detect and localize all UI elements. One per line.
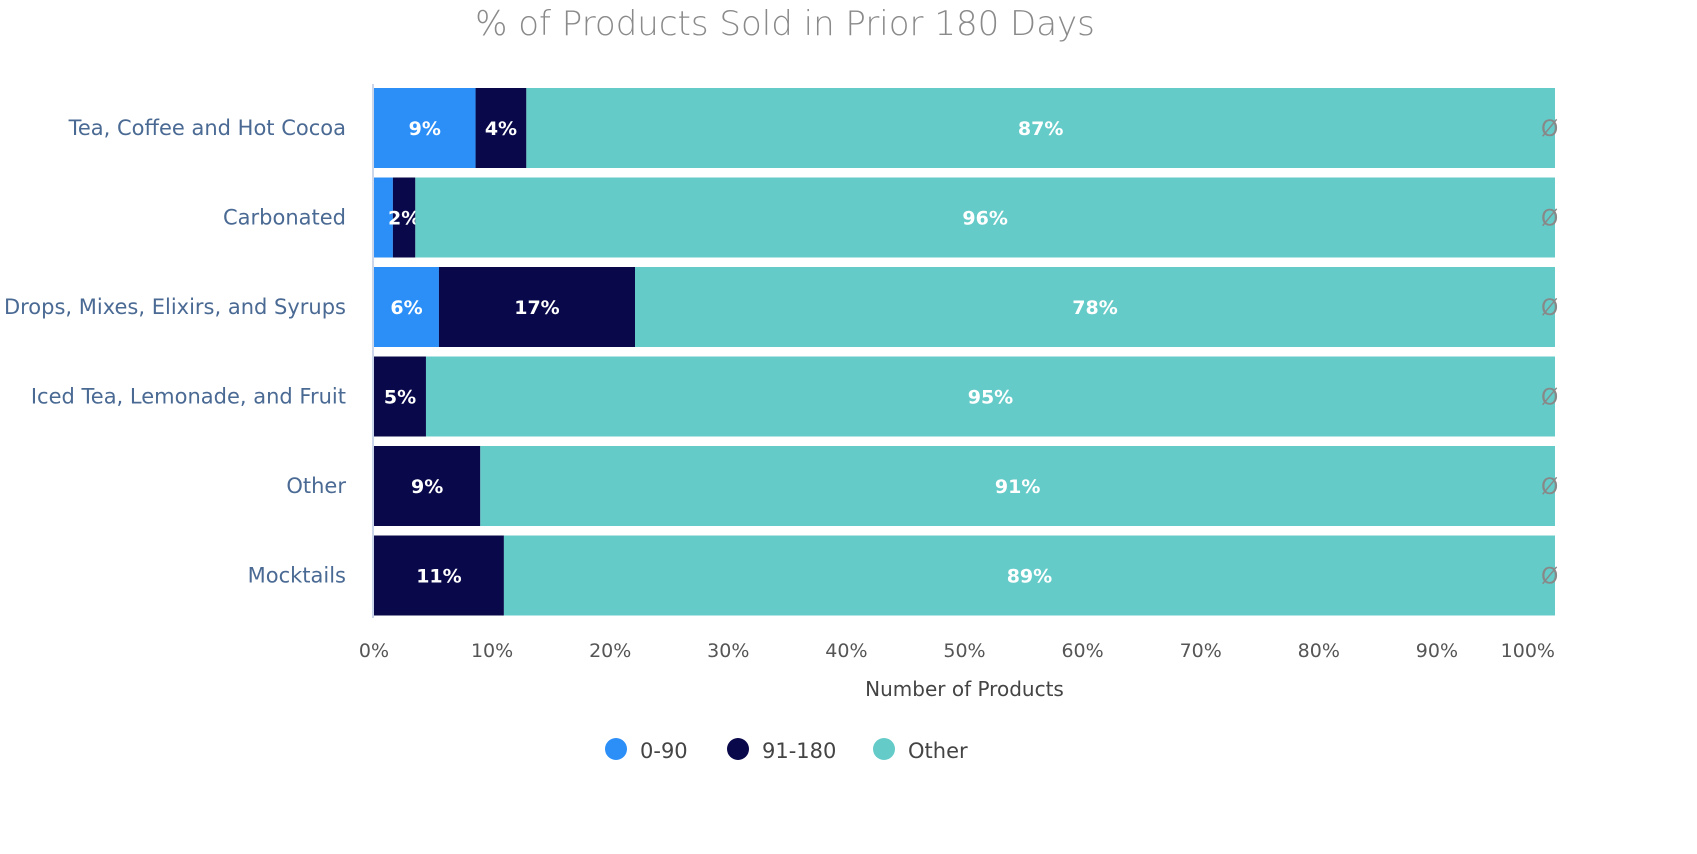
bar-segment-other xyxy=(526,88,1555,168)
legend-item-label: 0-90 xyxy=(640,739,688,763)
data-label: 4% xyxy=(485,118,517,140)
category-label: Iced Tea, Lemonade, and Fruit xyxy=(31,385,346,409)
bar-segment-0-90 xyxy=(374,267,439,347)
bar-segment-91-180 xyxy=(374,446,481,526)
category-label: Carbonated xyxy=(223,206,346,230)
x-tick-label: 40% xyxy=(825,640,867,662)
bar-segment-other xyxy=(425,356,1555,437)
bar-segment-other xyxy=(635,267,1555,347)
data-label: 89% xyxy=(1007,566,1052,588)
bar-segment-0-90 xyxy=(374,88,476,168)
x-tick-label: 20% xyxy=(589,640,631,662)
data-label: 11% xyxy=(416,566,461,588)
x-tick-label: 70% xyxy=(1180,640,1222,662)
legend-item-label: 91-180 xyxy=(762,739,836,763)
category-label: Tea, Coffee and Hot Cocoa xyxy=(68,116,346,140)
bar-segment-91-180 xyxy=(374,356,426,437)
data-label: 87% xyxy=(1018,118,1063,140)
data-label: 96% xyxy=(962,208,1007,230)
null-marker: Ø xyxy=(1541,475,1558,500)
data-label: 2% xyxy=(388,208,420,230)
bar-segment-91-180 xyxy=(374,535,504,616)
x-tick-label: 50% xyxy=(943,640,985,662)
bar-segment-91-180 xyxy=(438,267,636,347)
x-tick-label: 60% xyxy=(1061,640,1103,662)
data-label: 78% xyxy=(1072,297,1117,319)
data-label: 17% xyxy=(514,297,559,319)
x-tick-label: 100% xyxy=(1501,640,1555,662)
category-label: Drops, Mixes, Elixirs, and Syrups xyxy=(4,295,346,319)
chart-title: % of Products Sold in Prior 180 Days xyxy=(475,4,1095,44)
legend-item-label: Other xyxy=(908,739,968,763)
legend-marker xyxy=(873,738,895,760)
legend-marker xyxy=(727,738,749,760)
x-tick-label: 0% xyxy=(359,640,389,662)
x-axis-title: Number of Products xyxy=(865,677,1064,701)
data-label: 6% xyxy=(390,297,422,319)
bar-segment-0-90 xyxy=(374,177,393,258)
data-label: 9% xyxy=(409,118,441,140)
data-label: 5% xyxy=(384,387,416,409)
x-tick-label: 90% xyxy=(1416,640,1458,662)
data-label: 9% xyxy=(411,476,443,498)
null-marker: Ø xyxy=(1541,117,1558,142)
category-label: Other xyxy=(286,474,346,498)
null-marker: Ø xyxy=(1541,207,1558,232)
null-marker: Ø xyxy=(1541,386,1558,411)
x-tick-label: 80% xyxy=(1298,640,1340,662)
bar-segment-91-180 xyxy=(475,88,527,168)
data-label: 91% xyxy=(995,476,1040,498)
null-marker: Ø xyxy=(1541,565,1558,590)
bar-segment-other xyxy=(415,177,1556,258)
x-tick-label: 30% xyxy=(707,640,749,662)
legend-marker xyxy=(605,738,627,760)
data-label: 95% xyxy=(968,387,1013,409)
null-marker: Ø xyxy=(1541,296,1558,321)
bar-segment-91-180 xyxy=(392,177,416,258)
bar-segment-other xyxy=(480,446,1555,526)
bar-segment-other xyxy=(503,535,1555,616)
x-tick-label: 10% xyxy=(471,640,513,662)
category-label: Mocktails xyxy=(248,564,346,588)
